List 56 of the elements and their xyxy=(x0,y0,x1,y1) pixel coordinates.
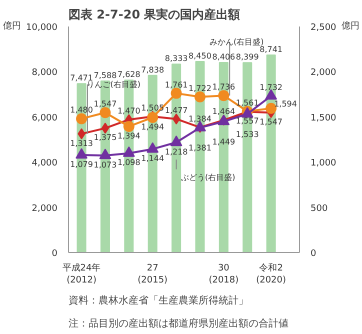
data-label: 1,079 xyxy=(70,160,93,169)
y-tick-label: 10,000 xyxy=(26,23,58,33)
data-label: 8,741 xyxy=(260,44,283,54)
data-label: 1,547 xyxy=(260,118,283,127)
data-label: 1,494 xyxy=(141,122,164,132)
y-tick-label: 8,000 xyxy=(32,68,58,78)
x-tick-label: 平成24年 (2012) xyxy=(62,262,101,286)
data-label: 1,557 xyxy=(236,116,259,126)
y-axis-title: 億円 xyxy=(3,20,22,32)
data-label: 1,098 xyxy=(117,158,140,168)
data-label: 1,761 xyxy=(164,80,188,90)
data-label: 1,218 xyxy=(164,147,188,156)
text: みかん(右目盛) xyxy=(209,37,264,46)
data-label: 1,477 xyxy=(164,106,188,115)
data-label: 1,464 xyxy=(212,107,236,116)
data-label: 7,588 xyxy=(94,71,117,80)
x-tick-label: 30 (2018) xyxy=(208,264,239,286)
data-label: 1,375 xyxy=(94,133,117,142)
data-label: 1,594 xyxy=(274,99,297,108)
y2-tick-label: 0 xyxy=(310,249,316,259)
data-label: 1,394 xyxy=(117,131,140,140)
y2-tick-label: 500 xyxy=(310,204,328,214)
data-label: 7,628 xyxy=(117,70,140,80)
text: ぶどう(右目盛) xyxy=(181,172,236,182)
y2-axis-title: 億円 xyxy=(341,20,360,32)
x-tick-label: 27 (2015) xyxy=(138,264,168,286)
data-label: 1,480 xyxy=(70,106,93,115)
data-label: 8,450 xyxy=(188,52,212,61)
x-tick-label: 令和2 (2020) xyxy=(256,262,286,286)
data-label: 1,381 xyxy=(188,144,212,153)
data-label: 1,736 xyxy=(212,82,236,92)
chart-title: 図表 2-7-20 果実の国内産出額 xyxy=(68,8,240,22)
y2-tick-label: 2,000 xyxy=(310,68,337,78)
data-label: 1,547 xyxy=(94,100,117,109)
y2-tick-label: 2,500 xyxy=(310,23,337,33)
y-tick-label: 2,000 xyxy=(32,204,58,214)
data-label: 1,073 xyxy=(94,160,117,170)
data-label: 1,533 xyxy=(236,130,259,139)
data-label: 1,470 xyxy=(117,106,140,116)
data-label: 1,722 xyxy=(188,84,212,93)
data-label: 7,838 xyxy=(141,65,164,74)
text: 資料：農林水産省「生産農業所得統計」 xyxy=(68,294,248,306)
y-tick-label: 0 xyxy=(52,249,58,259)
text: 注：品目別の産出額は都道府県別産出額の合計値 xyxy=(68,318,288,330)
data-label: 1,313 xyxy=(70,138,93,148)
y-tick-label: 6,000 xyxy=(32,113,58,124)
data-label: 1,144 xyxy=(141,154,164,164)
y2-tick-label: 1,500 xyxy=(310,113,337,124)
y-tick-label: 4,000 xyxy=(32,158,58,169)
y2-tick-label: 1,000 xyxy=(310,158,337,169)
data-label: 1,384 xyxy=(188,114,212,124)
data-label: 8,333 xyxy=(164,54,188,64)
data-label: 8,399 xyxy=(236,52,259,62)
data-label: 1,561 xyxy=(236,98,259,108)
data-label: 1,732 xyxy=(260,82,283,92)
data-label: 1,449 xyxy=(212,138,236,147)
